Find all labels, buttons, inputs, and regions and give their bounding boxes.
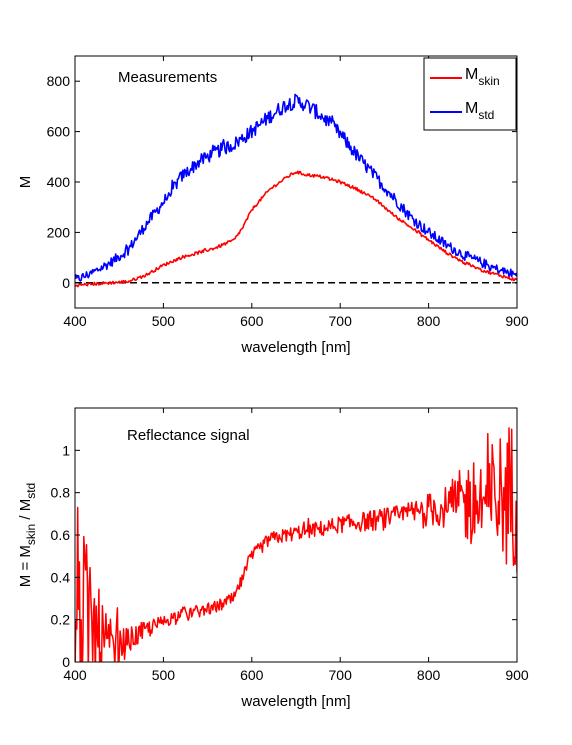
measurements-series-std bbox=[75, 93, 517, 282]
measurements-x-axis-label: wavelength [nm] bbox=[240, 339, 350, 356]
measurements-y-axis-label: M bbox=[17, 176, 34, 189]
measurements-x-tick-label: 400 bbox=[63, 313, 87, 329]
legend-entry-std: Mstd bbox=[465, 100, 494, 122]
reflectance-panel: 400 500 600 700 800 900 0 0.2 0.4 0.6 0.8 1 Reflect… bbox=[17, 407, 529, 710]
reflectance-x-axis-label: wavelength [nm] bbox=[240, 693, 350, 710]
reflectance-y-tick-label: 0.6 bbox=[51, 527, 71, 543]
reflectance-x-tick-label: 500 bbox=[152, 667, 176, 683]
reflectance-y-tick-label: 0 bbox=[62, 654, 70, 670]
reflectance-y-tick-label: 1 bbox=[62, 442, 70, 458]
measurements-x-tick-label: 700 bbox=[329, 313, 353, 329]
measurements-y-tick-label: 600 bbox=[47, 124, 71, 140]
measurements-x-tick-label: 800 bbox=[417, 313, 441, 329]
measurements-x-tick-label: 600 bbox=[240, 313, 264, 329]
reflectance-series-group bbox=[75, 427, 517, 662]
reflectance-x-tick-label: 700 bbox=[329, 667, 353, 683]
reflectance-y-tick-label: 0.8 bbox=[51, 485, 71, 501]
measurements-series-group bbox=[75, 93, 517, 288]
measurements-x-tick-label: 500 bbox=[152, 313, 176, 329]
reflectance-y-axis-label: M = Mskin / Mstd bbox=[17, 483, 38, 587]
measurements-panel: 400 500 600 700 800 900 0 200 400 600 800 Measurem… bbox=[17, 55, 529, 356]
reflectance-y-tick-label: 0.4 bbox=[51, 569, 71, 585]
reflectance-x-tick-label: 400 bbox=[63, 667, 87, 683]
measurements-y-tick-label: 200 bbox=[47, 224, 71, 240]
legend-box bbox=[423, 57, 517, 131]
measurements-ticks: 400 500 600 700 800 900 0 200 400 600 800 bbox=[47, 56, 529, 329]
measurements-series-skin bbox=[75, 170, 517, 288]
measurements-y-tick-label: 800 bbox=[47, 73, 71, 89]
measurements-y-tick-label: 0 bbox=[62, 275, 70, 291]
reflectance-ticks: 400 500 600 700 800 900 0 0.2 0.4 0.6 0.8 1 bbox=[51, 408, 529, 683]
reflectance-series-ratio bbox=[75, 427, 517, 662]
measurements-annotation: Measurements bbox=[118, 69, 217, 86]
legend: Mskin Mstd bbox=[423, 57, 517, 131]
reflectance-x-tick-label: 900 bbox=[505, 667, 529, 683]
measurements-y-tick-label: 400 bbox=[47, 174, 71, 190]
reflectance-x-tick-label: 600 bbox=[240, 667, 264, 683]
reflectance-y-tick-label: 0.2 bbox=[51, 612, 71, 628]
measurements-x-tick-label: 900 bbox=[505, 313, 529, 329]
reflectance-annotation: Reflectance signal bbox=[127, 427, 250, 444]
reflectance-x-tick-label: 800 bbox=[417, 667, 441, 683]
legend-entry-skin: Mskin bbox=[465, 66, 500, 88]
